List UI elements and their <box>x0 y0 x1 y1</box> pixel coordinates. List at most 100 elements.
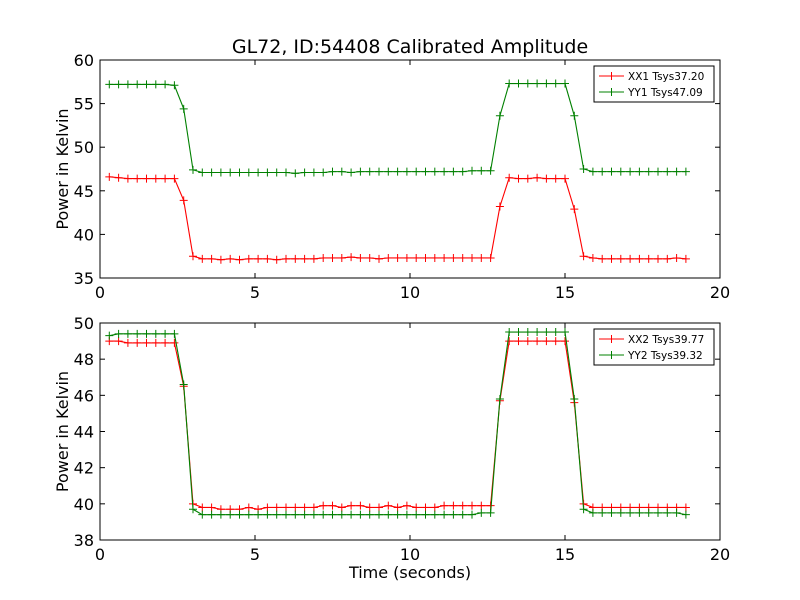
data-point <box>523 79 532 88</box>
data-point <box>282 254 290 263</box>
data-point <box>654 508 662 517</box>
data-point <box>588 167 597 176</box>
data-point <box>105 172 114 181</box>
data-point <box>635 508 644 517</box>
legend-marker <box>607 335 616 343</box>
data-point <box>375 254 383 263</box>
data-point <box>598 508 607 517</box>
data-point <box>514 79 523 88</box>
data-point <box>644 254 653 263</box>
data-point <box>430 503 439 512</box>
data-point <box>319 510 328 519</box>
data-point <box>272 255 281 264</box>
data-point <box>533 328 542 337</box>
data-point <box>495 394 504 403</box>
data-point <box>486 253 495 262</box>
data-point <box>263 168 272 177</box>
legend-box <box>593 65 715 103</box>
y-axis-label: Power in Kelvin <box>53 108 72 229</box>
data-point <box>384 167 393 176</box>
data-point <box>495 111 504 120</box>
data-point <box>375 510 383 519</box>
data-point <box>430 510 439 519</box>
data-point <box>412 167 421 176</box>
data-point <box>244 503 253 512</box>
data-point <box>681 254 690 263</box>
data-point <box>198 510 207 519</box>
data-point <box>161 329 170 338</box>
data-point <box>588 253 597 262</box>
data-point <box>347 253 356 262</box>
y-tick-label: 44 <box>74 423 94 442</box>
x-tick-label: 5 <box>250 545 260 564</box>
data-point <box>486 166 495 175</box>
x-tick-label: 20 <box>710 545 730 564</box>
legend-label: YY1 Tsys47.09 <box>627 87 703 99</box>
x-tick-label: 0 <box>95 283 105 302</box>
data-point <box>384 501 393 510</box>
data-point <box>588 508 597 517</box>
x-axis-label: Time (seconds) <box>348 563 471 582</box>
data-point <box>309 503 318 512</box>
data-point <box>672 253 681 262</box>
plot-panel-2: 0 5 10 15 20 38 40 42 44 46 48 50 Power in Kelvin Tim… <box>53 314 730 582</box>
series-1-group <box>105 172 690 264</box>
data-point <box>449 510 458 519</box>
data-point <box>551 174 560 183</box>
data-point <box>272 503 281 512</box>
data-point <box>542 174 551 183</box>
data-point <box>337 503 346 512</box>
data-point <box>161 80 170 89</box>
data-point <box>133 80 142 89</box>
data-point <box>356 253 365 262</box>
data-point <box>263 510 272 519</box>
data-point <box>663 167 672 176</box>
data-point <box>533 337 542 346</box>
data-point <box>319 501 328 510</box>
data-point <box>551 79 560 88</box>
data-point <box>579 165 588 173</box>
data-point <box>533 173 542 182</box>
data-point <box>468 166 476 175</box>
data-point <box>151 174 160 183</box>
data-point <box>561 337 569 346</box>
data-point <box>477 501 486 510</box>
y-tick-label: 40 <box>74 495 94 514</box>
data-point <box>486 508 495 517</box>
data-point <box>579 252 588 261</box>
data-point <box>105 331 114 340</box>
data-point <box>402 510 411 519</box>
data-point <box>189 505 197 514</box>
data-point <box>123 80 132 89</box>
data-point <box>263 503 272 512</box>
data-point <box>449 253 458 262</box>
data-point <box>300 254 309 263</box>
data-point <box>421 167 430 176</box>
data-point <box>356 510 365 519</box>
data-point <box>123 174 132 183</box>
data-point <box>365 253 374 262</box>
data-point <box>681 503 690 512</box>
data-point <box>254 254 263 263</box>
data-point <box>449 167 458 176</box>
data-point <box>319 253 328 262</box>
data-point <box>393 253 402 262</box>
x-tick-label: 20 <box>710 283 730 302</box>
data-point <box>235 510 244 519</box>
data-point <box>244 254 253 263</box>
data-point <box>393 167 402 176</box>
data-point <box>365 503 374 512</box>
data-point <box>681 167 690 176</box>
data-point <box>114 329 123 338</box>
data-point <box>170 329 179 338</box>
data-point <box>384 510 393 519</box>
y-tick-label: 38 <box>74 531 94 550</box>
data-point <box>207 168 216 177</box>
data-point <box>458 167 467 176</box>
x-tick-label: 0 <box>95 545 105 564</box>
data-point <box>542 337 551 346</box>
figure-title: GL72, ID:54408 Calibrated Amplitude <box>232 36 588 58</box>
x-tick-label: 10 <box>400 283 420 302</box>
data-point <box>393 510 402 519</box>
series-2-group <box>105 328 690 519</box>
